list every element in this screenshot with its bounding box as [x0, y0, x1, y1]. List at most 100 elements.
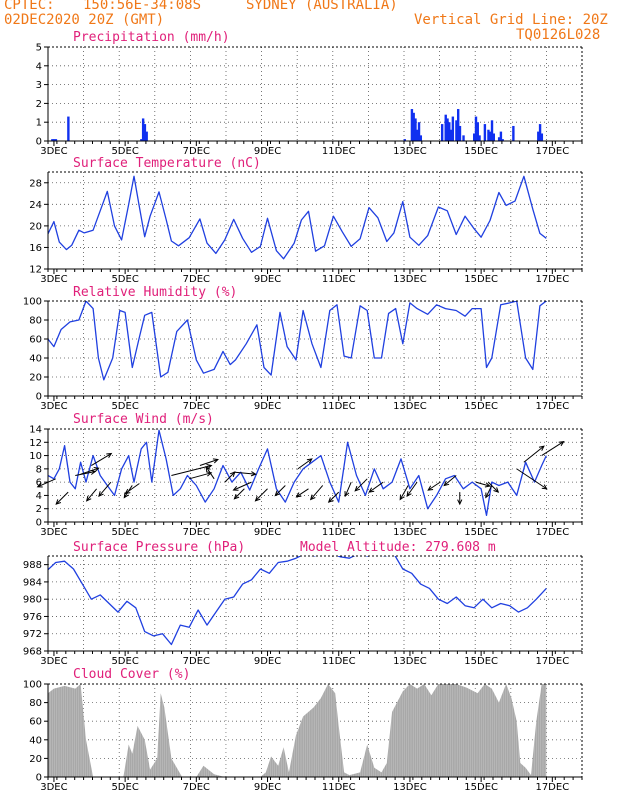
y-tick-label: 5	[36, 43, 42, 54]
precip-bar	[54, 139, 58, 141]
wind-arrow-head	[206, 471, 213, 477]
precip-bar	[67, 116, 70, 141]
precip-bar	[478, 135, 481, 141]
wind-arrow-head	[106, 452, 113, 458]
precip-bar	[143, 124, 147, 141]
y-tick-label: 4	[36, 61, 42, 72]
wind-arrow-head	[124, 488, 131, 495]
wind-arrow-head	[427, 485, 434, 491]
series-group	[48, 429, 547, 517]
x-tick-label: 9DEC	[254, 401, 281, 412]
wind-arrow-head	[493, 487, 500, 493]
y-tick-label: 20	[29, 373, 42, 384]
wind-arrow	[86, 488, 98, 502]
wind-arrow-head	[274, 490, 281, 497]
x-tick-label: 5DEC	[111, 146, 138, 157]
x-tick-label: 13DEC	[393, 782, 427, 793]
precip-bar	[537, 131, 540, 141]
wind-arrow	[427, 481, 441, 491]
precip-bar	[538, 124, 542, 141]
wind-arrow	[485, 485, 493, 498]
wind-arrow	[199, 459, 219, 467]
y-tick-label: 40	[29, 354, 42, 365]
wind-arrow	[224, 471, 236, 483]
wind-arrow	[487, 481, 499, 493]
x-tick-label: 5DEC	[111, 527, 138, 538]
wind-arrow-head	[558, 440, 565, 447]
x-tick-label: 3DEC	[40, 527, 67, 538]
wind-arrow-head	[85, 495, 92, 502]
panel-2: Surface Temperature (nC) 12 16 20 24 28 3DEC 5D…	[29, 156, 583, 285]
wind-arrow	[274, 485, 286, 496]
y-tick-label: 28	[29, 178, 42, 189]
y-tick-label: 20	[29, 221, 42, 232]
wind-arrow-head	[36, 482, 43, 488]
wind-arrow-head	[250, 471, 257, 477]
y-tick-label: 1	[36, 118, 42, 129]
y-tick-label: 14	[29, 425, 42, 436]
x-tick-label: 7DEC	[183, 527, 210, 538]
wind-arrow-head	[55, 499, 62, 505]
panel-title: Surface Temperature (nC)	[73, 156, 261, 171]
panel-subtitle: Model Altitude: 279.608 m	[300, 540, 496, 555]
wind-arrow	[523, 445, 545, 463]
wind-arrow-head	[344, 491, 350, 498]
precip-bar	[476, 122, 479, 141]
panel-title: Precipitation (mm/h)	[73, 30, 230, 45]
y-tick-label: 972	[23, 629, 42, 640]
wind-arrow	[368, 481, 384, 493]
wind-arrow	[189, 472, 212, 480]
precip-bar	[414, 118, 417, 141]
wind-arrow	[354, 478, 368, 492]
x-tick-label: 9DEC	[254, 656, 281, 667]
x-tick-label: 15DEC	[464, 274, 498, 285]
x-tick-label: 5DEC	[111, 274, 138, 285]
y-tick-label: 0	[36, 137, 42, 148]
x-tick-label: 11DEC	[322, 401, 356, 412]
x-tick-label: 3DEC	[40, 274, 67, 285]
x-tick-label: 7DEC	[183, 782, 210, 793]
precip-bar	[419, 135, 423, 141]
x-tick-label: 11DEC	[322, 656, 356, 667]
precip-bar	[473, 133, 476, 141]
wind-arrow	[37, 478, 56, 488]
wind-arrow	[344, 481, 352, 497]
wind-arrow	[98, 481, 112, 497]
x-tick-label: 11DEC	[322, 146, 356, 157]
x-tick-label: 13DEC	[393, 274, 427, 285]
series-group	[48, 556, 547, 646]
precip-bar	[410, 109, 414, 141]
wind-arrow-head	[538, 445, 545, 451]
precip-bar	[456, 109, 460, 141]
y-tick-label: 0	[36, 392, 42, 403]
x-tick-label: 13DEC	[393, 146, 427, 157]
wind-arrow	[443, 475, 457, 486]
x-tick-label: 13DEC	[393, 656, 427, 667]
wind-arrow	[80, 467, 99, 475]
precip-bar	[489, 131, 492, 141]
wind-arrow	[234, 488, 245, 500]
wind-arrow-head	[232, 485, 239, 491]
x-tick-label: 17DEC	[535, 782, 569, 793]
wind-arrow	[328, 491, 340, 503]
y-tick-label: 16	[29, 243, 42, 254]
series-group	[48, 301, 547, 381]
x-tick-label: 15DEC	[464, 782, 498, 793]
wind-arrow-head	[295, 492, 302, 498]
x-tick-label: 15DEC	[464, 527, 498, 538]
y-tick-label: 100	[23, 297, 42, 308]
panel-1: Precipitation (mm/h) 0 1 2 3 4 5 3DEC 5DEC 7DEC 9D…	[36, 30, 583, 157]
wind-arrow-head	[399, 494, 405, 501]
precip-bar	[145, 131, 148, 141]
precip-bar	[417, 122, 421, 141]
header-grid-line: Vertical Grid Line: 20Z	[414, 12, 608, 28]
x-tick-label: 5DEC	[111, 401, 138, 412]
wind-arrow	[399, 485, 409, 500]
x-tick-label: 7DEC	[183, 274, 210, 285]
wind-arrow	[297, 458, 313, 470]
y-tick-label: 80	[29, 698, 42, 709]
precip-bar	[458, 125, 462, 141]
wind-arrow-head	[306, 458, 313, 464]
header-date: 02DEC2020 20Z (GMT)	[4, 12, 165, 28]
y-tick-label: 12	[29, 438, 42, 449]
